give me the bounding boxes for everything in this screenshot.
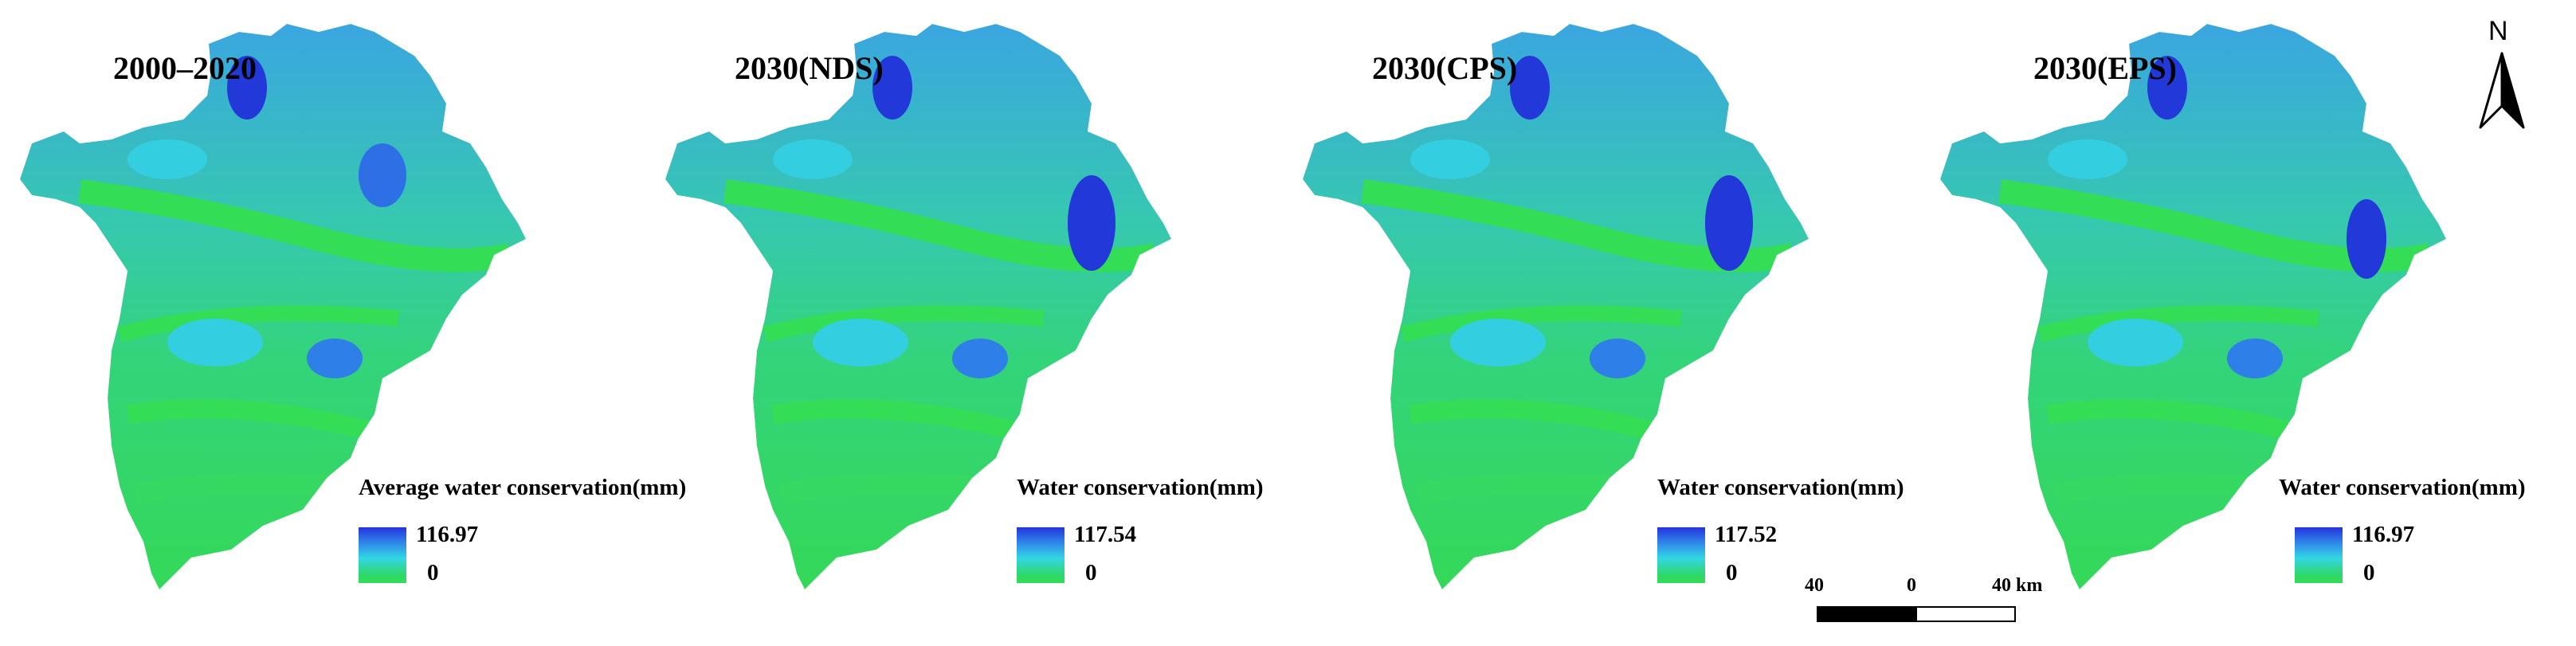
legend-max-value: 116.97 [2352,522,2415,547]
legend-color-ramp [2295,527,2343,583]
legend-min-value: 0 [2363,560,2375,585]
panel-title: 2030(EPS) [2033,50,2177,86]
north-label: N [2488,16,2508,46]
legend-max-value: 117.54 [1074,522,1137,547]
legend-min-value: 0 [1085,560,1097,585]
map-panel-2030-eps: 2030(EPS) Water conservation(mm) 116.97 … [1920,0,2558,646]
legend-title: Water conservation(mm) [1017,475,1264,500]
water-conservation-map [1303,24,1809,589]
scale-bar [1817,606,2016,622]
north-arrow-icon [2479,52,2525,129]
legend-min-value: 0 [1726,560,1738,585]
legend-max-value: 117.52 [1715,522,1778,547]
map-panel-2030-cps: 2030(CPS) Water conservation(mm) 117.52 … [1283,0,1920,646]
scale-label-right: 40 km [1992,575,2043,596]
legend-min-value: 0 [427,560,439,585]
water-conservation-map [665,24,1171,589]
legend-title: Water conservation(mm) [2279,475,2526,500]
legend-color-ramp [1657,527,1705,583]
panel-title: 2030(CPS) [1372,50,1518,86]
legend-color-ramp [359,527,406,583]
map-panel-2030-nds: 2030(NDS) Water conservation(mm) 117.54 … [645,0,1283,646]
legend-color-ramp [1017,527,1065,583]
legend-title: Average water conservation(mm) [359,475,687,500]
scale-label-center: 0 [1907,575,1916,596]
map-panel-2000-2020: 2000–2020 Average water conservation(mm)… [0,0,686,646]
water-conservation-map [20,24,526,589]
panel-title: 2000–2020 [113,50,257,86]
legend-title: Water conservation(mm) [1657,475,1904,500]
legend-max-value: 116.97 [416,522,479,547]
water-conservation-map [1940,24,2446,589]
scale-label-left: 40 [1805,575,1824,596]
panel-title: 2030(NDS) [735,50,884,86]
